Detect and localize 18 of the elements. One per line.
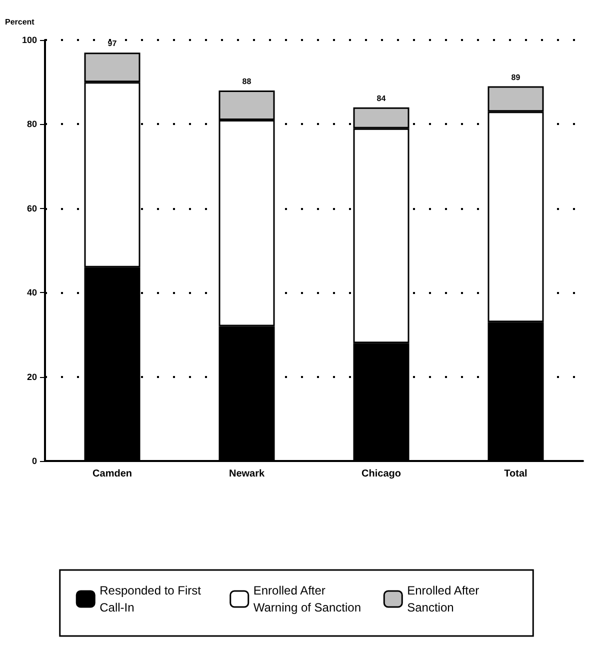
x-tick-label: Total [504,468,528,480]
y-tick-label: 100 [22,35,37,45]
x-tick-label: Camden [92,468,132,480]
legend-label: Responded to First Call-In [100,584,204,614]
total-label: 89 [511,72,521,82]
total-label: 88 [242,77,252,86]
legend-label: Enrolled After Warning of Sanction [253,584,361,614]
total-label: 97 [108,39,118,48]
x-tick-label: Chicago [362,468,401,480]
y-tick-label: 60 [26,203,37,214]
legend-label: Enrolled After Sanction [407,584,482,614]
x-tick-label: Newark [228,468,265,480]
y-axis-title: Percent [5,18,35,26]
total-label: 84 [376,94,386,103]
y-tick-label: 40 [26,288,37,298]
y-tick-label: 0 [32,456,37,466]
y-tick-label: 80 [26,119,37,130]
y-tick-label: 20 [26,372,37,382]
